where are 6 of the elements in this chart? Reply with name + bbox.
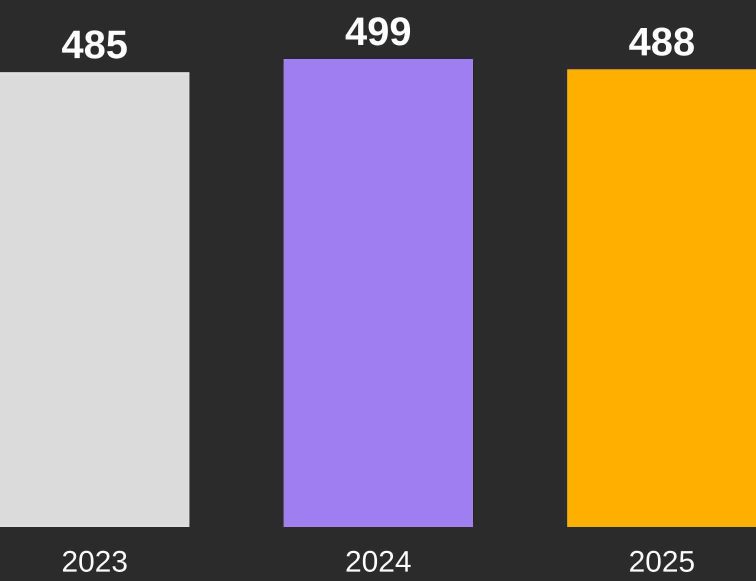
x-tick-label: 2024 <box>346 550 411 572</box>
x-tick-label: 2025 <box>630 550 694 572</box>
data-label: 485 <box>62 30 127 59</box>
data-label: 499 <box>346 17 410 46</box>
data-label: 488 <box>629 28 694 56</box>
x-tick-label: 2023 <box>62 550 127 572</box>
